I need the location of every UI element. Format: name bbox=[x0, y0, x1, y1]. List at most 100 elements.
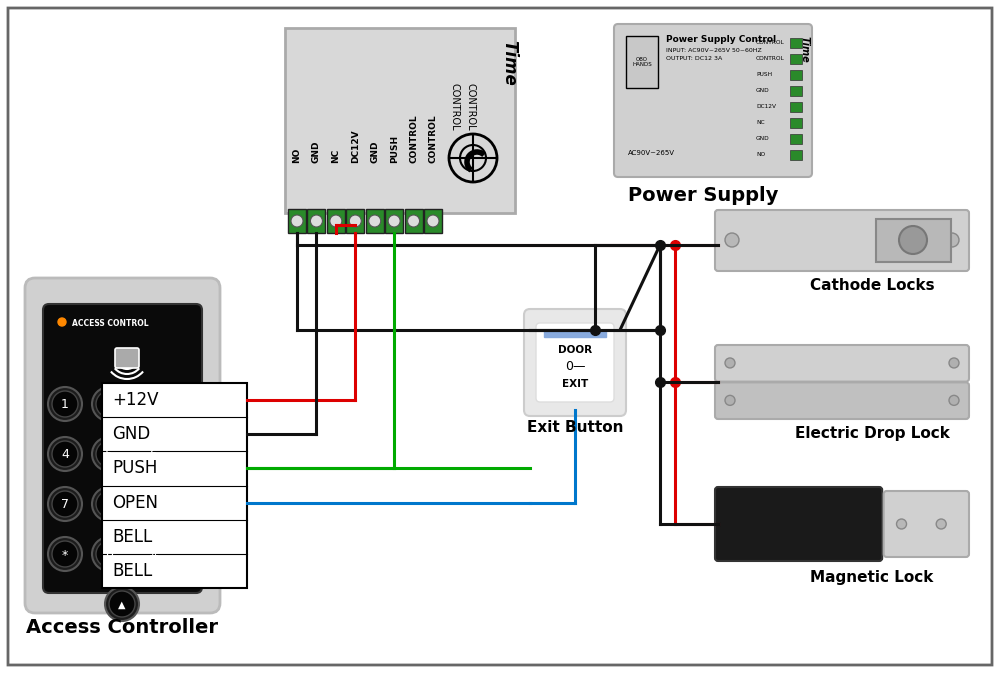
Bar bbox=[424, 209, 442, 233]
Circle shape bbox=[310, 215, 322, 227]
Text: OBO
HANDS: OBO HANDS bbox=[632, 57, 652, 67]
FancyBboxPatch shape bbox=[8, 8, 992, 665]
Text: CONTROL: CONTROL bbox=[409, 114, 418, 163]
Circle shape bbox=[899, 226, 927, 254]
Circle shape bbox=[449, 134, 497, 182]
Text: 9: 9 bbox=[149, 499, 157, 511]
Circle shape bbox=[140, 441, 166, 467]
Text: Magnetic Lock: Magnetic Lock bbox=[810, 570, 934, 585]
Text: ACCESS CONTROL: ACCESS CONTROL bbox=[72, 318, 149, 328]
Circle shape bbox=[48, 487, 82, 521]
Text: INPUT: AC90V~265V 50~60HZ: INPUT: AC90V~265V 50~60HZ bbox=[666, 48, 762, 53]
Bar bbox=[626, 36, 658, 88]
Text: NC: NC bbox=[756, 120, 765, 125]
Text: 8: 8 bbox=[105, 499, 113, 511]
Circle shape bbox=[52, 541, 78, 567]
Circle shape bbox=[725, 233, 739, 247]
Bar bbox=[790, 54, 802, 64]
Text: 7: 7 bbox=[61, 499, 69, 511]
Bar bbox=[327, 209, 345, 233]
FancyBboxPatch shape bbox=[43, 304, 202, 593]
Text: Power Supply Control: Power Supply Control bbox=[666, 35, 776, 44]
Circle shape bbox=[427, 215, 439, 227]
Text: CONTROL: CONTROL bbox=[450, 83, 460, 131]
Circle shape bbox=[92, 437, 126, 471]
Bar bbox=[288, 209, 306, 233]
Bar bbox=[790, 86, 802, 96]
Bar bbox=[790, 118, 802, 128]
FancyBboxPatch shape bbox=[715, 487, 882, 561]
FancyBboxPatch shape bbox=[715, 345, 969, 382]
Text: DOOR: DOOR bbox=[558, 345, 592, 355]
Text: +12V: +12V bbox=[112, 391, 158, 409]
Text: OUTPUT: DC12 3A: OUTPUT: DC12 3A bbox=[666, 56, 722, 61]
FancyBboxPatch shape bbox=[25, 278, 220, 613]
Bar bbox=[544, 331, 606, 337]
Bar bbox=[790, 134, 802, 144]
Circle shape bbox=[945, 233, 959, 247]
Text: 2: 2 bbox=[105, 398, 113, 411]
Text: PUSH: PUSH bbox=[112, 460, 157, 477]
Circle shape bbox=[48, 537, 82, 571]
Text: 0—: 0— bbox=[565, 360, 585, 373]
Circle shape bbox=[330, 215, 342, 227]
Text: NO: NO bbox=[756, 151, 765, 157]
Circle shape bbox=[408, 215, 420, 227]
Bar bbox=[285, 28, 515, 213]
Circle shape bbox=[136, 437, 170, 471]
Circle shape bbox=[48, 437, 82, 471]
Bar bbox=[405, 209, 423, 233]
Text: Time: Time bbox=[800, 36, 810, 63]
Circle shape bbox=[460, 145, 486, 171]
Text: Power Supply: Power Supply bbox=[628, 186, 778, 205]
FancyBboxPatch shape bbox=[715, 382, 969, 419]
Circle shape bbox=[897, 519, 907, 529]
Circle shape bbox=[936, 519, 946, 529]
Text: GND: GND bbox=[112, 425, 150, 444]
Circle shape bbox=[388, 215, 400, 227]
Bar bbox=[790, 38, 802, 48]
Text: 1: 1 bbox=[61, 398, 69, 411]
FancyBboxPatch shape bbox=[884, 491, 969, 557]
Circle shape bbox=[140, 541, 166, 567]
Text: GND: GND bbox=[756, 87, 770, 92]
Circle shape bbox=[136, 387, 170, 421]
Circle shape bbox=[140, 391, 166, 417]
Circle shape bbox=[136, 537, 170, 571]
Text: GND: GND bbox=[756, 135, 770, 141]
Bar bbox=[876, 219, 951, 262]
Text: Exit Button: Exit Button bbox=[527, 420, 623, 435]
Text: CONTROL: CONTROL bbox=[756, 40, 785, 44]
Text: Time: Time bbox=[500, 40, 518, 85]
FancyBboxPatch shape bbox=[614, 24, 812, 177]
Text: EXIT: EXIT bbox=[562, 379, 588, 389]
Circle shape bbox=[52, 491, 78, 517]
Circle shape bbox=[136, 487, 170, 521]
Circle shape bbox=[96, 441, 122, 467]
FancyBboxPatch shape bbox=[715, 210, 969, 271]
Text: BELL: BELL bbox=[112, 528, 152, 546]
Circle shape bbox=[105, 587, 139, 621]
Circle shape bbox=[48, 387, 82, 421]
Text: BELL: BELL bbox=[112, 562, 152, 580]
Circle shape bbox=[92, 487, 126, 521]
Text: 3: 3 bbox=[149, 398, 157, 411]
Text: 4: 4 bbox=[61, 448, 69, 462]
Text: OPEN: OPEN bbox=[112, 493, 158, 511]
Circle shape bbox=[52, 391, 78, 417]
Text: CONTROL: CONTROL bbox=[428, 114, 438, 163]
Circle shape bbox=[52, 441, 78, 467]
Text: Access Controller: Access Controller bbox=[26, 618, 218, 637]
Text: DC12V: DC12V bbox=[351, 129, 360, 163]
Circle shape bbox=[949, 395, 959, 405]
Bar bbox=[790, 150, 802, 160]
Text: PUSH: PUSH bbox=[390, 135, 399, 163]
Text: GND: GND bbox=[312, 141, 321, 163]
Text: 6: 6 bbox=[149, 448, 157, 462]
Bar bbox=[366, 209, 384, 233]
Bar bbox=[102, 383, 247, 588]
Circle shape bbox=[949, 358, 959, 368]
FancyBboxPatch shape bbox=[536, 323, 614, 402]
Text: DC12V: DC12V bbox=[756, 104, 776, 108]
Text: NO: NO bbox=[292, 147, 302, 163]
